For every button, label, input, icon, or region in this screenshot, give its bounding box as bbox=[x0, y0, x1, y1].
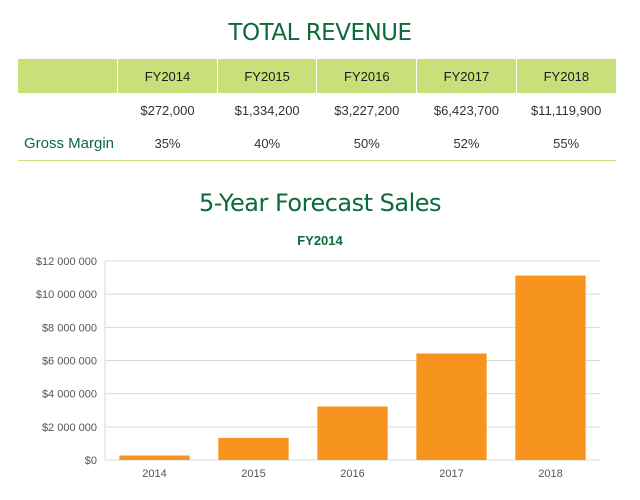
table-header-cell: FY2018 bbox=[515, 59, 616, 93]
chart-title: FY2014 bbox=[297, 233, 343, 248]
forecast-title: 5-Year Forecast Sales bbox=[198, 189, 442, 217]
margin-row: Gross Margin 35% 40% 50% 52% 55% bbox=[18, 126, 616, 161]
table-cell: 35% bbox=[117, 126, 218, 161]
table-cell: 50% bbox=[316, 126, 417, 161]
table-cell: 40% bbox=[217, 126, 317, 161]
bar bbox=[515, 275, 586, 460]
table-cell: $3,227,200 bbox=[334, 102, 400, 118]
table-cell: $6,423,700 bbox=[433, 102, 499, 118]
y-tick-label: $10 000 000 bbox=[36, 289, 97, 301]
table-header-cell bbox=[18, 59, 118, 93]
table-header-cell: FY2017 bbox=[416, 59, 517, 93]
table-cell: $272,000 bbox=[140, 102, 195, 118]
x-tick-label: 2016 bbox=[340, 468, 364, 480]
x-tick-label: 2015 bbox=[241, 468, 265, 480]
bar bbox=[416, 353, 487, 460]
revenue-row: $272,000 $1,334,200 $3,227,200 $6,423,70… bbox=[18, 93, 616, 126]
table-cell: 55% bbox=[516, 126, 616, 161]
margin-row-label: Gross Margin bbox=[18, 126, 118, 161]
y-tick-label: $4 000 000 bbox=[42, 389, 97, 401]
revenue-table: FY2014 FY2015 FY2016 FY2017 FY2018 $272,… bbox=[18, 59, 616, 161]
bar bbox=[317, 406, 388, 460]
bar bbox=[119, 455, 190, 460]
table-header-row: FY2014 FY2015 FY2016 FY2017 FY2018 bbox=[18, 59, 616, 93]
x-tick-label: 2017 bbox=[439, 468, 463, 480]
y-tick-label: $0 bbox=[85, 455, 97, 467]
x-tick-label: 2014 bbox=[142, 468, 166, 480]
x-tick-label: 2018 bbox=[538, 468, 562, 480]
y-tick-label: $12 000 000 bbox=[36, 256, 97, 268]
table-cell: $11,119,900 bbox=[530, 102, 602, 118]
y-tick-label: $6 000 000 bbox=[42, 356, 97, 368]
table-cell: 52% bbox=[416, 126, 517, 161]
bar bbox=[218, 437, 289, 460]
y-tick-label: $2 000 000 bbox=[42, 422, 97, 434]
table-header-cell: FY2014 bbox=[117, 59, 218, 93]
revenue-title: TOTAL REVENUE bbox=[228, 20, 412, 46]
table-header-cell: FY2016 bbox=[316, 59, 417, 93]
y-tick-label: $8 000 000 bbox=[42, 322, 97, 334]
table-header-cell: FY2015 bbox=[216, 59, 317, 93]
table-cell: $1,334,200 bbox=[234, 102, 300, 118]
